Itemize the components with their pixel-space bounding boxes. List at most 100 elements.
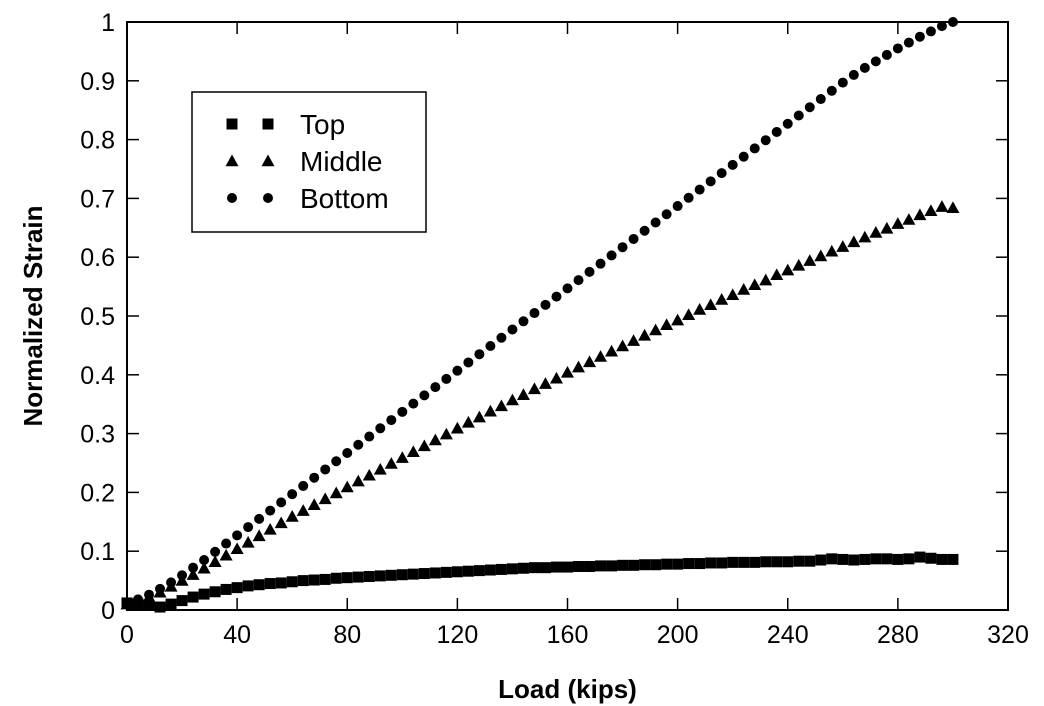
top-point bbox=[374, 570, 386, 582]
middle-point bbox=[836, 240, 850, 252]
bottom-point bbox=[188, 562, 199, 573]
bottom-point bbox=[793, 110, 804, 121]
middle-point bbox=[561, 365, 574, 378]
x-tick-label: 40 bbox=[223, 621, 251, 649]
y-tick-label: 0.5 bbox=[80, 303, 115, 331]
top-point bbox=[440, 566, 452, 578]
x-tick-label: 160 bbox=[547, 621, 589, 649]
top-point bbox=[694, 558, 706, 570]
middle-point bbox=[924, 204, 938, 216]
bottom-point bbox=[199, 555, 210, 566]
legend-marker bbox=[262, 118, 274, 130]
bottom-point bbox=[881, 49, 892, 60]
y-tick-label: 0.7 bbox=[80, 185, 115, 213]
bottom-point bbox=[221, 538, 232, 549]
y-tick-label: 0.1 bbox=[80, 538, 115, 566]
x-tick-labels: 0 40 80 120 160 200 240 280 320 bbox=[120, 621, 1029, 649]
top-point bbox=[297, 575, 309, 587]
top-point bbox=[462, 565, 474, 577]
top-point bbox=[760, 556, 772, 568]
bottom-point bbox=[386, 415, 397, 426]
middle-point bbox=[538, 377, 552, 389]
middle-point bbox=[516, 388, 530, 400]
middle-point bbox=[605, 344, 619, 357]
middle-point bbox=[208, 555, 222, 567]
bottom-point bbox=[474, 349, 485, 360]
middle-point bbox=[715, 293, 729, 305]
top-point bbox=[727, 556, 739, 568]
bottom-point bbox=[804, 102, 815, 113]
middle-point bbox=[946, 201, 960, 214]
middle-point bbox=[627, 334, 641, 346]
bottom-point bbox=[243, 522, 254, 533]
x-tick-label: 0 bbox=[120, 621, 134, 649]
bottom-point bbox=[276, 497, 287, 508]
x-tick-label: 280 bbox=[877, 621, 919, 649]
middle-point bbox=[274, 516, 288, 529]
middle-point bbox=[417, 439, 431, 452]
bottom-point bbox=[485, 340, 496, 351]
middle-point bbox=[505, 393, 519, 406]
legend-marker bbox=[227, 193, 237, 203]
top-point bbox=[330, 572, 342, 584]
bottom-point bbox=[397, 406, 408, 417]
bottom-point bbox=[177, 570, 188, 581]
top-point bbox=[705, 557, 717, 569]
y-axis-title: Normalized Strain bbox=[18, 205, 48, 426]
top-point bbox=[782, 556, 794, 568]
top-point bbox=[870, 553, 882, 565]
top-point bbox=[154, 601, 166, 613]
bottom-point bbox=[694, 184, 705, 195]
middle-point bbox=[583, 355, 597, 368]
middle-point bbox=[461, 415, 475, 428]
legend-item-bottom: Bottom bbox=[227, 183, 389, 214]
top-point bbox=[947, 553, 959, 565]
middle-point bbox=[682, 308, 696, 321]
bottom-point bbox=[771, 126, 782, 137]
bottom-point bbox=[540, 299, 551, 310]
top-point bbox=[352, 571, 364, 583]
top-point bbox=[815, 554, 827, 566]
bottom-point bbox=[892, 43, 903, 54]
x-tick-label: 200 bbox=[657, 621, 699, 649]
x-tick-label: 240 bbox=[767, 621, 809, 649]
bottom-point bbox=[463, 357, 474, 368]
middle-point bbox=[737, 283, 751, 295]
bottom-point bbox=[375, 423, 386, 434]
bottom-point bbox=[826, 85, 837, 96]
middle-point bbox=[285, 510, 299, 522]
legend-marker bbox=[261, 154, 275, 167]
y-tick-label: 0.6 bbox=[80, 244, 115, 272]
middle-point bbox=[792, 258, 806, 271]
top-point bbox=[837, 553, 849, 565]
top-point bbox=[528, 562, 540, 574]
bottom-point bbox=[727, 159, 738, 170]
top-point bbox=[881, 553, 893, 565]
bottom-point bbox=[441, 373, 452, 384]
bottom-point bbox=[837, 77, 848, 88]
middle-point bbox=[649, 323, 663, 336]
bottom-point bbox=[870, 56, 881, 67]
bottom-point bbox=[584, 266, 595, 277]
middle-point bbox=[748, 278, 762, 291]
series-top bbox=[121, 551, 959, 613]
bottom-point bbox=[331, 456, 342, 467]
middle-point bbox=[439, 427, 453, 440]
y-tick-label: 0.2 bbox=[80, 479, 115, 507]
middle-point bbox=[252, 529, 266, 542]
top-point bbox=[771, 556, 783, 568]
bottom-point bbox=[749, 143, 760, 154]
bottom-point bbox=[496, 332, 507, 343]
middle-point bbox=[572, 360, 586, 373]
bottom-point bbox=[936, 21, 947, 32]
top-point bbox=[936, 553, 948, 565]
middle-point bbox=[329, 486, 343, 499]
legend-marker bbox=[226, 118, 238, 130]
middle-point bbox=[616, 339, 630, 352]
legend-item-top: Top bbox=[226, 109, 345, 140]
bottom-point bbox=[760, 135, 771, 146]
bottom-point bbox=[507, 324, 518, 335]
data-marks bbox=[120, 17, 960, 613]
top-point bbox=[209, 586, 221, 598]
